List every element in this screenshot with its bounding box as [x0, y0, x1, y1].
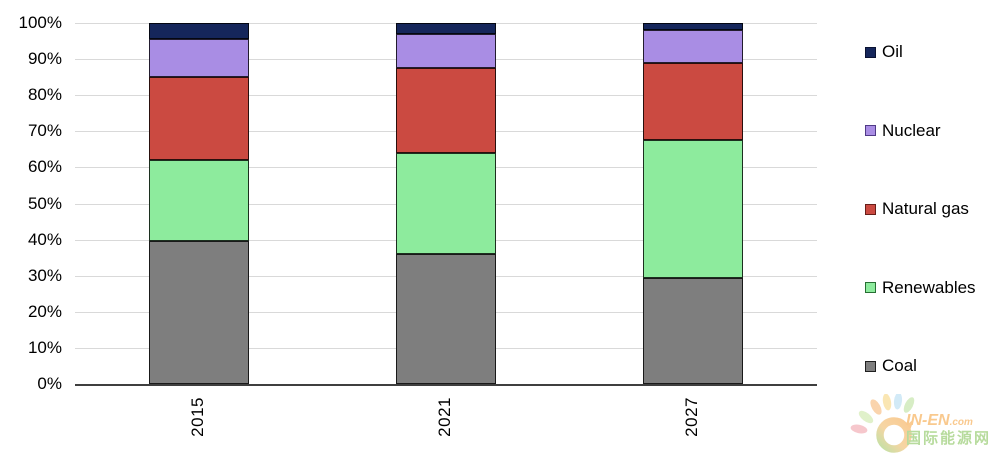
y-tick-label: 70%: [27, 121, 62, 141]
y-tick-label: 60%: [27, 157, 62, 177]
segment-renewables: [148, 160, 249, 242]
y-axis: 0% 10% 20% 30% 40% 50% 60% 70% 80% 90% 100%: [0, 13, 62, 393]
segment-coal: [396, 254, 496, 384]
segment-natural-gas: [148, 77, 249, 161]
renewables-swatch-icon: [865, 282, 876, 293]
y-tick-label: 20%: [27, 301, 62, 321]
watermark-domain-suffix: .com: [949, 417, 973, 428]
legend-label: Nuclear: [882, 120, 941, 140]
legend: Oil Nuclear Natural gas Renewables Coal: [865, 42, 1000, 376]
watermark-brand: IN-EN.com: [906, 412, 973, 429]
nuclear-swatch-icon: [865, 125, 876, 136]
y-tick-label: 50%: [27, 193, 62, 213]
natural-gas-swatch-icon: [865, 203, 876, 215]
x-tick-label: 2027: [682, 397, 702, 437]
segment-coal: [148, 241, 249, 384]
stacked-bar-2027: [643, 23, 744, 384]
stacked-bar-2015: [148, 23, 249, 384]
y-tick-label: 30%: [27, 265, 62, 285]
legend-label: Renewables: [882, 277, 976, 297]
segment-oil: [643, 23, 744, 31]
coal-swatch-icon: [865, 360, 876, 372]
segment-oil: [396, 23, 496, 34]
legend-item-nuclear: Nuclear: [865, 121, 1000, 141]
segment-oil: [148, 23, 249, 40]
x-axis: 2015 2021 2027: [75, 392, 817, 452]
y-tick-label: 100%: [18, 13, 62, 32]
inen-flower-logo-icon: [850, 394, 915, 453]
legend-item-coal: Coal: [865, 356, 1000, 376]
watermark: IN-EN.com 国际能源网: [848, 394, 1000, 454]
legend-label: Oil: [882, 42, 903, 61]
segment-nuclear: [643, 30, 744, 63]
y-tick-label: 10%: [27, 337, 62, 357]
segment-nuclear: [148, 39, 249, 78]
segment-renewables: [643, 140, 744, 278]
oil-swatch-icon: [865, 46, 876, 58]
stacked-bar-2021: [396, 23, 496, 384]
x-tick-label: 2015: [187, 397, 207, 437]
watermark-caption: 国际能源网: [906, 430, 992, 447]
segment-renewables: [396, 152, 496, 255]
y-tick-label: 90%: [27, 49, 62, 69]
segment-nuclear: [396, 33, 496, 69]
legend-label: Natural gas: [882, 199, 969, 218]
y-tick-label: 40%: [27, 229, 62, 249]
segment-natural-gas: [643, 62, 744, 141]
segment-natural-gas: [396, 68, 496, 153]
legend-item-renewables: Renewables: [865, 278, 1000, 298]
plot-area: [75, 23, 817, 386]
legend-label: Coal: [882, 356, 917, 375]
y-tick-label: 0%: [37, 374, 62, 393]
segment-coal: [643, 277, 744, 384]
legend-item-natural-gas: Natural gas: [865, 199, 1000, 219]
y-tick-label: 80%: [27, 85, 62, 105]
legend-item-oil: Oil: [865, 42, 1000, 62]
x-tick-label: 2021: [435, 397, 454, 437]
